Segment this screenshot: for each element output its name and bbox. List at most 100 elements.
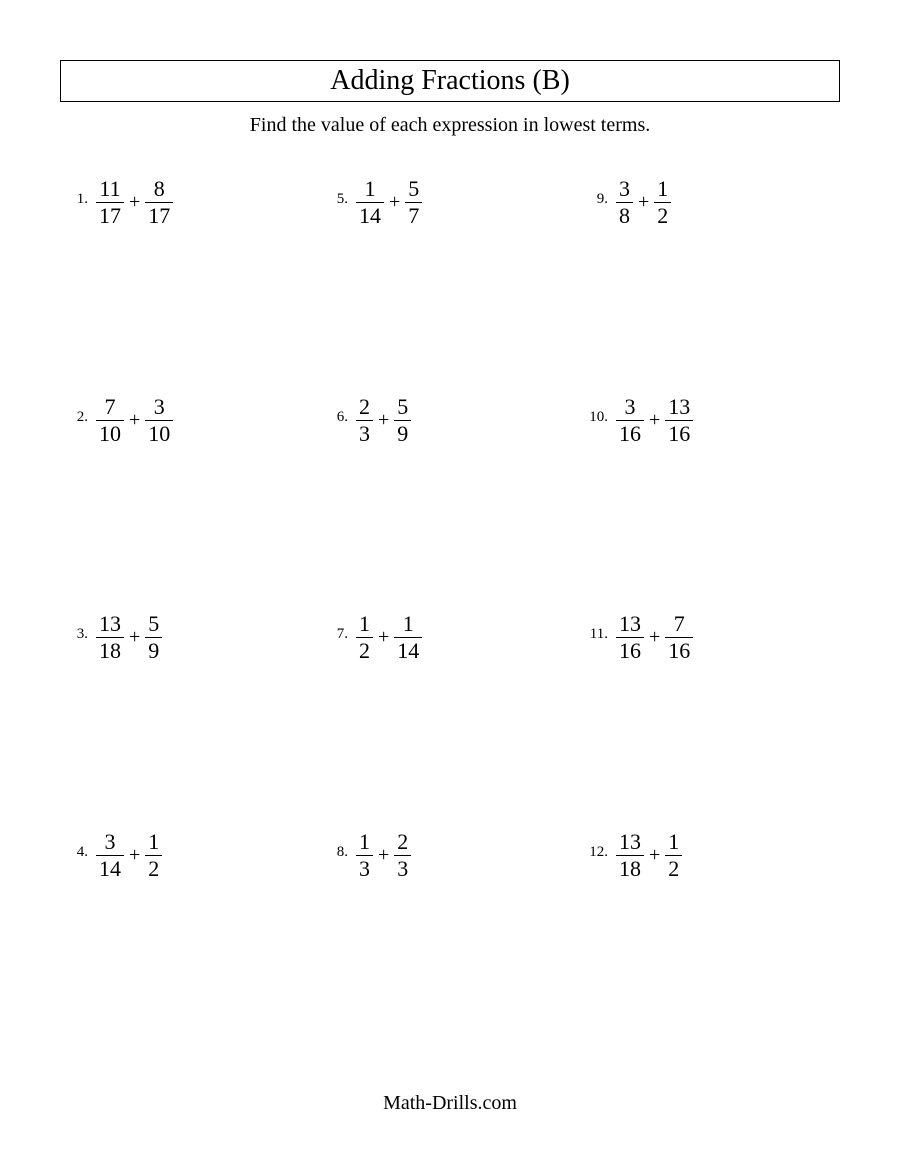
fraction-1: 12 [356,612,373,663]
denominator: 2 [145,855,162,881]
fraction-1: 1316 [616,612,644,663]
problem: 5. 114+57 [320,167,580,385]
plus-operator: + [389,191,400,214]
fraction-2: 817 [145,177,173,228]
plus-operator: + [378,626,389,649]
numerator: 8 [151,177,168,202]
denominator: 16 [616,637,644,663]
expression: 12+114 [356,612,422,663]
instructions: Find the value of each expression in low… [60,114,840,137]
plus-operator: + [129,409,140,432]
numerator: 13 [665,395,693,420]
fraction-1: 38 [616,177,633,228]
problem: 7. 12+114 [320,602,580,820]
denominator: 3 [356,420,373,446]
plus-operator: + [649,626,660,649]
numerator: 7 [102,395,119,420]
expression: 314+12 [96,830,162,881]
denominator: 2 [665,855,682,881]
fraction-2: 12 [665,830,682,881]
numerator: 7 [671,612,688,637]
problems-grid: 1.1117+8172.710+3103.1318+594.314+125.11… [60,167,840,1037]
problem-number: 5. [328,191,348,208]
problem: 4. 314+12 [60,820,320,1038]
numerator: 2 [356,395,373,420]
page-title: Adding Fractions (B) [61,65,839,97]
denominator: 17 [145,202,173,228]
problem-number: 10. [588,409,608,426]
denominator: 10 [96,420,124,446]
fraction-2: 716 [665,612,693,663]
denominator: 10 [145,420,173,446]
plus-operator: + [638,191,649,214]
plus-operator: + [649,409,660,432]
fraction-2: 59 [394,395,411,446]
fraction-1: 710 [96,395,124,446]
numerator: 1 [362,177,379,202]
problem: 12. 1318+12 [580,820,840,1038]
problem-number: 12. [588,844,608,861]
expression: 710+310 [96,395,173,446]
denominator: 7 [405,202,422,228]
denominator: 3 [394,855,411,881]
problem-number: 3. [68,626,88,643]
problem-number: 4. [68,844,88,861]
fraction-2: 57 [405,177,422,228]
problem-number: 1. [68,191,88,208]
fraction-2: 59 [145,612,162,663]
numerator: 13 [616,830,644,855]
problem: 10. 316+1316 [580,385,840,603]
expression: 1316+716 [616,612,693,663]
denominator: 14 [356,202,384,228]
expression: 316+1316 [616,395,693,446]
denominator: 18 [96,637,124,663]
expression: 114+57 [356,177,422,228]
numerator: 3 [622,395,639,420]
problem: 11.1316+716 [580,602,840,820]
numerator: 5 [405,177,422,202]
denominator: 14 [96,855,124,881]
problem-number: 7. [328,626,348,643]
numerator: 3 [151,395,168,420]
denominator: 18 [616,855,644,881]
expression: 38+12 [616,177,671,228]
denominator: 3 [356,855,373,881]
fraction-2: 1316 [665,395,693,446]
plus-operator: + [649,844,660,867]
fraction-2: 23 [394,830,411,881]
numerator: 3 [616,177,633,202]
title-box: Adding Fractions (B) [60,60,840,102]
expression: 13+23 [356,830,411,881]
denominator: 9 [145,637,162,663]
problem: 3. 1318+59 [60,602,320,820]
numerator: 1 [400,612,417,637]
problem: 8.13+23 [320,820,580,1038]
fraction-1: 1117 [96,177,124,228]
fraction-1: 316 [616,395,644,446]
numerator: 1 [654,177,671,202]
plus-operator: + [129,844,140,867]
numerator: 13 [616,612,644,637]
numerator: 13 [96,612,124,637]
expression: 1117+817 [96,177,173,228]
numerator: 11 [96,177,123,202]
fraction-2: 12 [145,830,162,881]
problem: 9.38+12 [580,167,840,385]
denominator: 17 [96,202,124,228]
denominator: 14 [394,637,422,663]
plus-operator: + [129,626,140,649]
fraction-2: 310 [145,395,173,446]
denominator: 16 [665,637,693,663]
fraction-1: 1318 [616,830,644,881]
plus-operator: + [378,409,389,432]
problem: 1. 1117+817 [60,167,320,385]
numerator: 1 [665,830,682,855]
numerator: 1 [145,830,162,855]
expression: 1318+59 [96,612,162,663]
denominator: 9 [394,420,411,446]
numerator: 5 [394,395,411,420]
fraction-1: 23 [356,395,373,446]
problem-number: 6. [328,409,348,426]
problem: 6. 23+59 [320,385,580,603]
fraction-1: 13 [356,830,373,881]
